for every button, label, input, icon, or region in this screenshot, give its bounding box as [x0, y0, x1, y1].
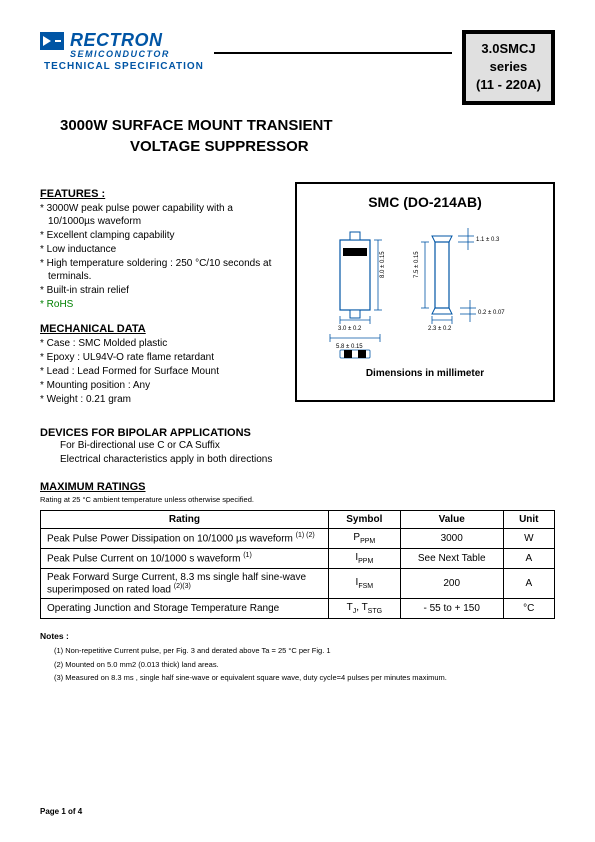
ratings-col-unit: Unit — [503, 510, 554, 528]
diagram-caption: Dimensions in millimeter — [307, 368, 543, 379]
features-list: 3000W peak pulse power capability with a… — [40, 202, 275, 311]
diode-icon — [40, 32, 64, 50]
table-row: Peak Pulse Current on 10/1000 s waveform… — [41, 548, 555, 568]
mechanical-list: Case : SMC Molded plastic Epoxy : UL94V-… — [40, 337, 275, 406]
title-line-1: 3000W SURFACE MOUNT TRANSIENT — [60, 115, 555, 136]
feature-item: Low inductance — [40, 243, 275, 256]
mechanical-item: Epoxy : UL94V-O rate flame retardant — [40, 351, 275, 364]
feature-item: Excellent clamping capability — [40, 229, 275, 242]
symbol-cell: IFSM — [328, 568, 400, 598]
diagram-title: SMC (DO-214AB) — [307, 194, 543, 210]
mechanical-item: Case : SMC Molded plastic — [40, 337, 275, 350]
bipolar-line-1: For Bi-directional use C or CA Suffix — [60, 439, 555, 453]
series-line-1: 3.0SMCJ — [476, 40, 541, 58]
unit-cell: W — [503, 528, 554, 548]
mechanical-item: Weight : 0.21 gram — [40, 393, 275, 406]
package-diagram-box: SMC (DO-214AB) 8.0 ± 0.15 — [295, 182, 555, 402]
brand-logo-block: RECTRON SEMICONDUCTOR TECHNICAL SPECIFIC… — [40, 30, 204, 72]
rating-cell: Peak Pulse Power Dissipation on 10/1000 … — [41, 528, 329, 548]
package-diagram-svg: 8.0 ± 0.15 3.0 ± 0.2 5.8 ± 0.15 — [310, 220, 540, 360]
dim-body-h: 8.0 ± 0.15 — [380, 250, 386, 277]
symbol-cell: PPPM — [328, 528, 400, 548]
dim-body-w: 3.0 ± 0.2 — [338, 326, 362, 332]
bipolar-line-2: Electrical characteristics apply in both… — [60, 453, 555, 467]
unit-cell: A — [503, 568, 554, 598]
mechanical-item: Mounting position : Any — [40, 379, 275, 392]
feature-item: Built-in strain relief — [40, 284, 275, 297]
feature-item-rohs: RoHS — [40, 298, 275, 311]
header-divider — [214, 52, 452, 54]
dim-side-w: 2.3 ± 0.2 — [428, 326, 452, 332]
value-cell: See Next Table — [400, 548, 503, 568]
dim-lead-span: 5.8 ± 0.15 — [336, 344, 363, 350]
note-item: (2) Mounted on 5.0 mm2 (0.013 thick) lan… — [54, 658, 555, 672]
page-footer: Page 1 of 4 — [40, 807, 82, 816]
dim-side-thick: 1.1 ± 0.3 — [476, 237, 500, 243]
dim-inner-h: 7.5 ± 0.15 — [414, 250, 420, 277]
rating-cell: Peak Pulse Current on 10/1000 s waveform… — [41, 548, 329, 568]
max-ratings-header: MAXIMUM RATINGS — [40, 481, 555, 493]
mechanical-header: MECHANICAL DATA — [40, 323, 275, 335]
tech-spec-label: TECHNICAL SPECIFICATION — [44, 61, 204, 72]
unit-cell: A — [503, 548, 554, 568]
note-item: (1) Non-repetitive Current pulse, per Fi… — [54, 644, 555, 658]
mechanical-item: Lead : Lead Formed for Surface Mount — [40, 365, 275, 378]
dim-lead-h: 0.2 ± 0.07 — [478, 310, 505, 316]
ratings-col-symbol: Symbol — [328, 510, 400, 528]
bipolar-header: DEVICES FOR BIPOLAR APPLICATIONS — [40, 427, 555, 439]
table-row: Peak Forward Surge Current, 8.3 ms singl… — [41, 568, 555, 598]
rating-cell: Peak Forward Surge Current, 8.3 ms singl… — [41, 568, 329, 598]
ratings-table: Rating Symbol Value Unit Peak Pulse Powe… — [40, 510, 555, 619]
value-cell: 3000 — [400, 528, 503, 548]
features-header: FEATURES : — [40, 188, 275, 200]
note-item: (3) Measured on 8.3 ms , single half sin… — [54, 671, 555, 685]
table-row: Peak Pulse Power Dissipation on 10/1000 … — [41, 528, 555, 548]
notes-header: Notes : — [40, 629, 555, 644]
value-cell: 200 — [400, 568, 503, 598]
ratings-col-rating: Rating — [41, 510, 329, 528]
value-cell: - 55 to + 150 — [400, 598, 503, 618]
table-row: Operating Junction and Storage Temperatu… — [41, 598, 555, 618]
feature-item: High temperature soldering : 250 °C/10 s… — [40, 257, 275, 283]
series-line-3: (11 - 220A) — [476, 76, 541, 94]
unit-cell: °C — [503, 598, 554, 618]
ratings-col-value: Value — [400, 510, 503, 528]
series-line-2: series — [476, 58, 541, 76]
brand-name: RECTRON — [70, 30, 163, 51]
symbol-cell: TJ, TSTG — [328, 598, 400, 618]
brand-subtitle: SEMICONDUCTOR — [70, 49, 204, 59]
title-line-2: VOLTAGE SUPPRESSOR — [130, 136, 555, 157]
symbol-cell: IPPM — [328, 548, 400, 568]
ratings-condition: Rating at 25 °C ambient temperature unle… — [40, 495, 555, 504]
series-box: 3.0SMCJ series (11 - 220A) — [462, 30, 555, 105]
rating-cell: Operating Junction and Storage Temperatu… — [41, 598, 329, 618]
feature-item: 3000W peak pulse power capability with a… — [40, 202, 275, 228]
page-title: 3000W SURFACE MOUNT TRANSIENT VOLTAGE SU… — [60, 115, 555, 157]
